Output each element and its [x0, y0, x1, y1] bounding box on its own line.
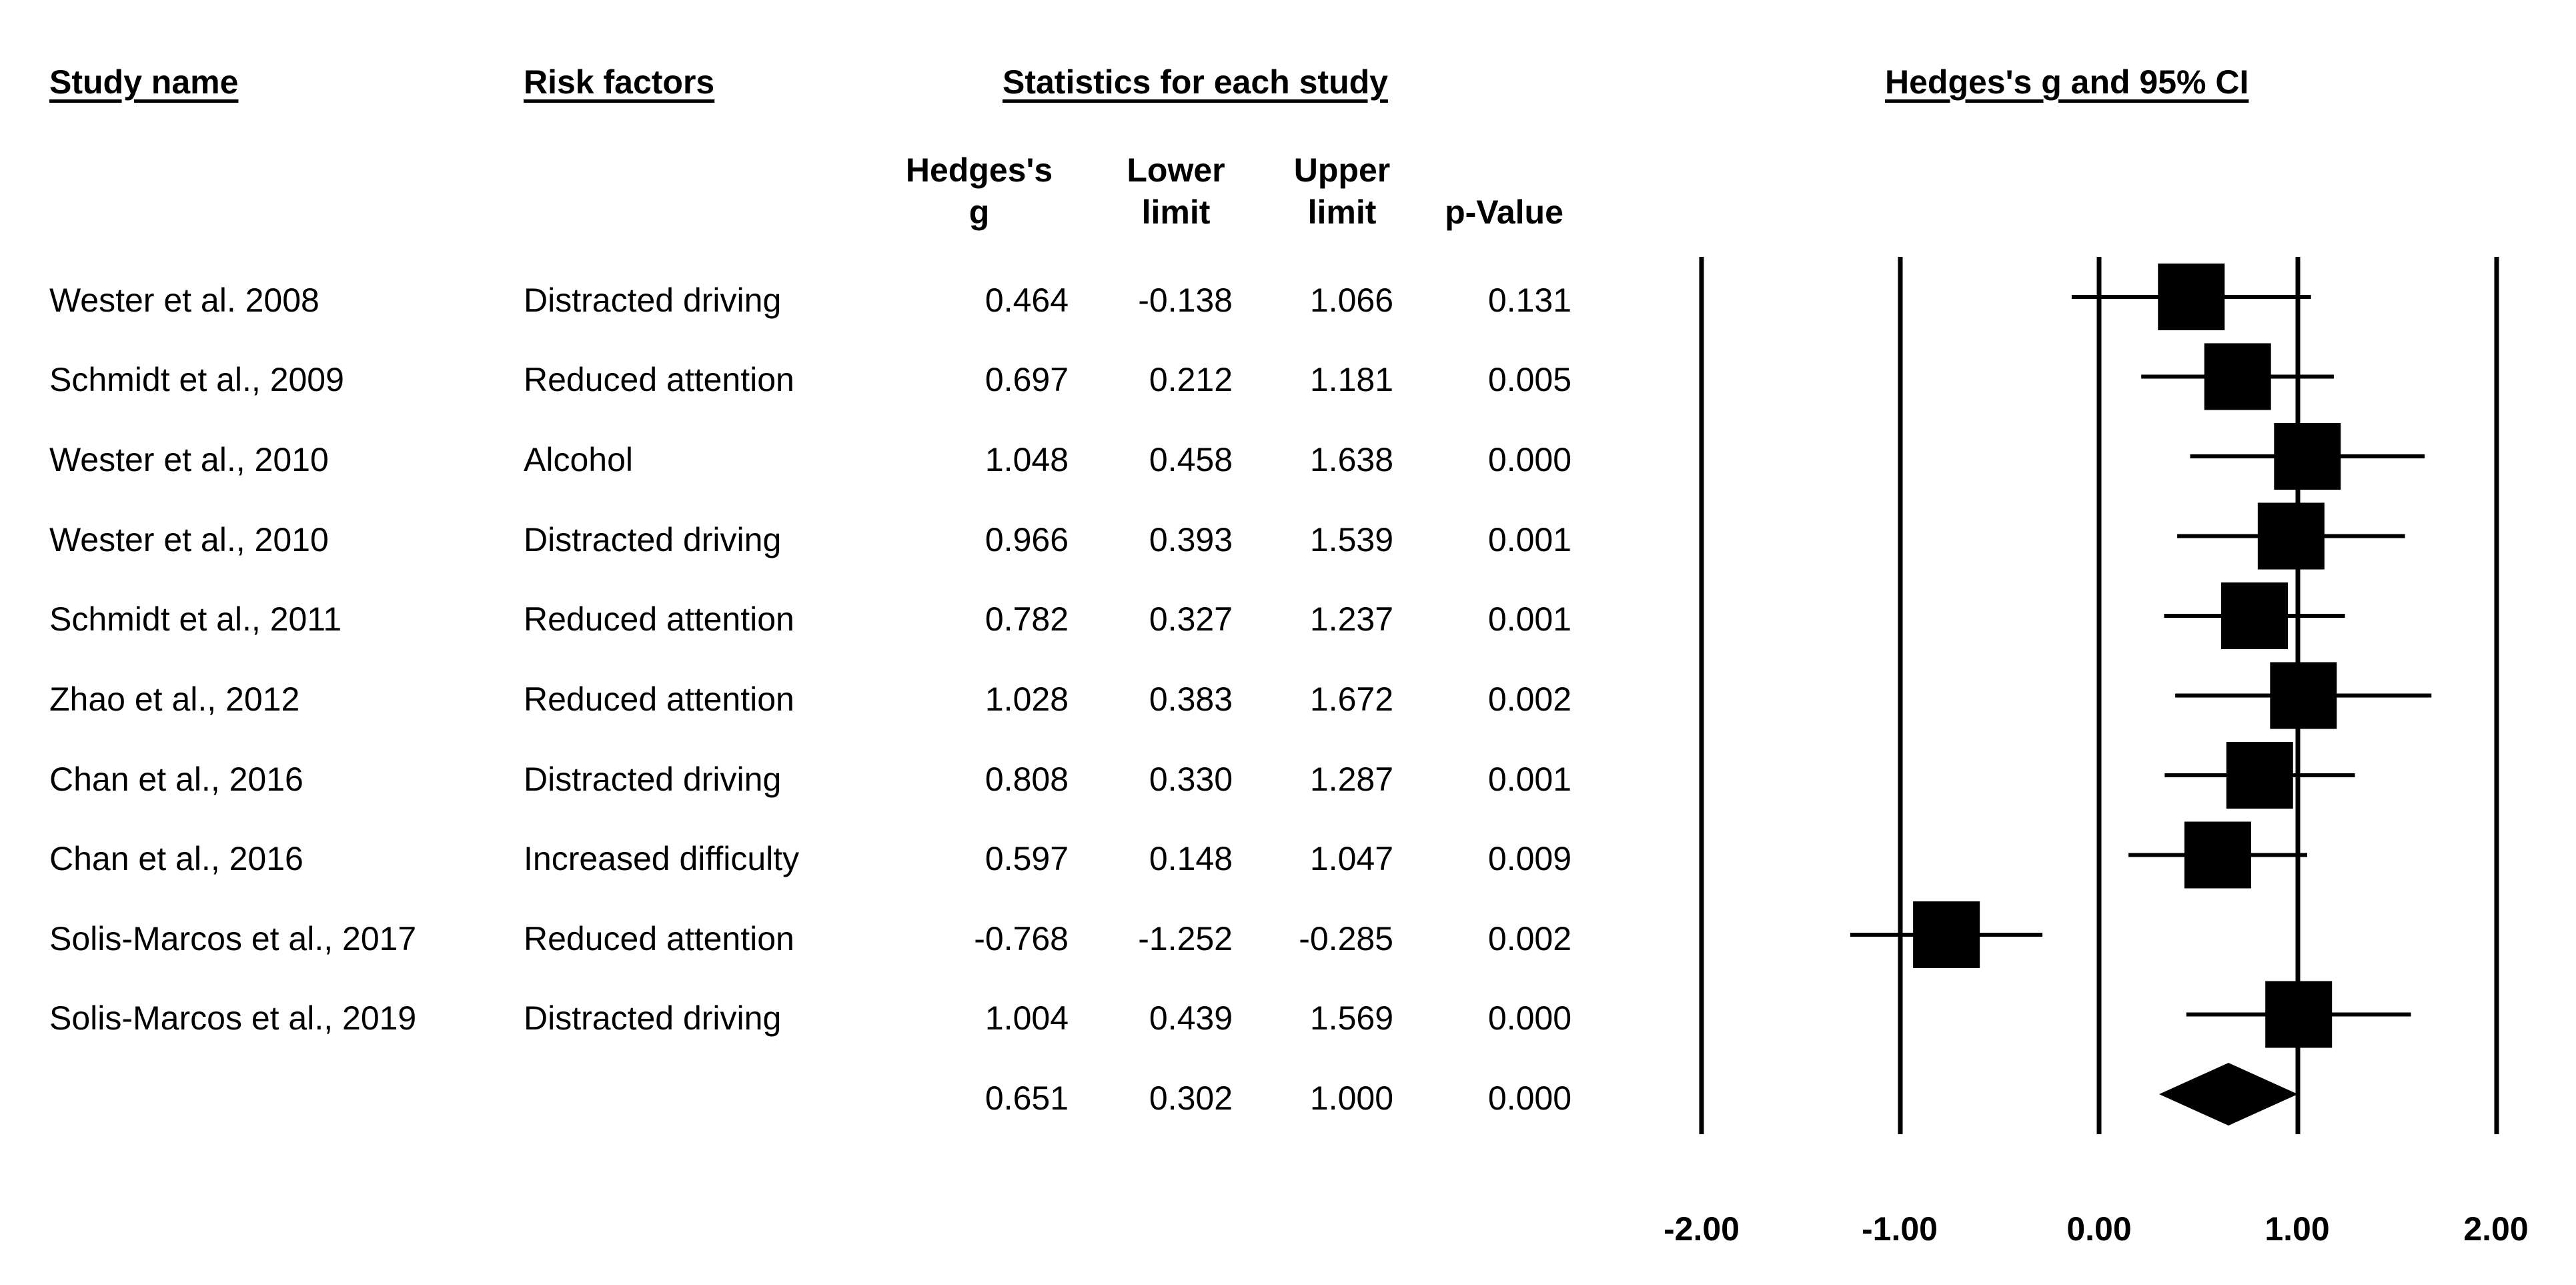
lower-limit-cell: 0.383 — [1149, 681, 1233, 718]
study-name-cell: Schmidt et al., 2009 — [49, 361, 344, 398]
study-name-cell: Wester et al., 2010 — [49, 441, 329, 478]
risk-factor-cell: Reduced attention — [524, 600, 794, 638]
hedges-g-cell: -0.768 — [974, 920, 1069, 957]
lower-limit-cell: 0.330 — [1149, 761, 1233, 798]
upper-limit-cell: 1.181 — [1309, 361, 1393, 398]
point-estimate-marker — [2257, 502, 2325, 570]
p-value-cell: 0.001 — [1487, 761, 1571, 798]
lower-limit-cell: 0.393 — [1149, 521, 1233, 558]
summary-diamond — [2158, 1063, 2298, 1126]
upper-limit-cell: 1.539 — [1309, 521, 1393, 558]
column-header-lower-line2: limit — [1141, 193, 1211, 231]
risk-factor-cell: Reduced attention — [524, 920, 794, 957]
header-study-name: Study name — [49, 63, 239, 101]
upper-limit-cell: 1.569 — [1309, 999, 1393, 1037]
header-risk-factors: Risk factors — [524, 63, 715, 101]
p-value-cell: 0.002 — [1487, 920, 1571, 957]
x-tick-label: -2.00 — [1664, 1210, 1740, 1248]
column-header-hedges-g-line2: g — [969, 193, 990, 231]
hedges-g-cell: 1.028 — [985, 681, 1069, 718]
x-tick-label: -1.00 — [1862, 1210, 1938, 1248]
hedges-g-cell: 0.597 — [985, 840, 1069, 877]
upper-limit-cell: 1.638 — [1309, 441, 1393, 478]
hedges-g-cell: 0.808 — [985, 761, 1069, 798]
summary-hedges-g-cell: 0.651 — [985, 1080, 1069, 1117]
x-tick-label: 2.00 — [2463, 1210, 2529, 1248]
lower-limit-cell: 0.439 — [1149, 999, 1233, 1037]
x-tick-label: 0.00 — [2066, 1210, 2132, 1248]
summary-lower-limit-cell: 0.302 — [1149, 1080, 1233, 1117]
p-value-cell: 0.001 — [1487, 600, 1571, 638]
point-estimate-marker — [2221, 582, 2289, 649]
point-estimate-marker — [2270, 662, 2337, 729]
x-tick-label: 1.00 — [2265, 1210, 2330, 1248]
hedges-g-cell: 1.004 — [985, 999, 1069, 1037]
upper-limit-cell: 1.287 — [1309, 761, 1393, 798]
risk-factor-cell: Distracted driving — [524, 521, 782, 558]
point-estimate-marker — [2274, 423, 2341, 490]
p-value-cell: 0.002 — [1487, 681, 1571, 718]
column-header-upper-limit: Upper limit — [1294, 149, 1390, 233]
column-header-lower-limit: Lower limit — [1127, 149, 1225, 233]
hedges-g-cell: 0.464 — [985, 282, 1069, 319]
point-estimate-marker — [1913, 901, 1980, 968]
upper-limit-cell: 1.672 — [1309, 681, 1393, 718]
upper-limit-cell: 1.066 — [1309, 282, 1393, 319]
summary-p-value-cell: 0.000 — [1487, 1080, 1571, 1117]
lower-limit-cell: -1.252 — [1138, 920, 1233, 957]
study-name-cell: Schmidt et al., 2011 — [49, 600, 342, 638]
study-name-cell: Wester et al. 2008 — [49, 282, 319, 319]
upper-limit-cell: 1.047 — [1309, 840, 1393, 877]
lower-limit-cell: 0.148 — [1149, 840, 1233, 877]
header-plot-title: Hedges's g and 95% CI — [1885, 63, 2249, 101]
risk-factor-cell: Distracted driving — [524, 761, 782, 798]
study-name-cell: Zhao et al., 2012 — [49, 681, 300, 718]
lower-limit-cell: 0.327 — [1149, 600, 1233, 638]
lower-limit-cell: 0.458 — [1149, 441, 1233, 478]
p-value-cell: 0.131 — [1487, 282, 1571, 319]
risk-factor-cell: Distracted driving — [524, 999, 782, 1037]
point-estimate-marker — [2265, 981, 2333, 1048]
point-estimate-marker — [2226, 742, 2293, 809]
study-name-cell: Chan et al., 2016 — [49, 761, 303, 798]
risk-factor-cell: Increased difficulty — [524, 840, 800, 877]
column-header-lower-line1: Lower — [1127, 151, 1225, 189]
upper-limit-cell: -0.285 — [1299, 920, 1393, 957]
risk-factor-cell: Distracted driving — [524, 282, 782, 319]
point-estimate-marker — [2184, 821, 2251, 889]
p-value-cell: 0.009 — [1487, 840, 1571, 877]
hedges-g-cell: 0.966 — [985, 521, 1069, 558]
hedges-g-cell: 0.782 — [985, 600, 1069, 638]
lower-limit-cell: 0.212 — [1149, 361, 1233, 398]
study-name-cell: Solis-Marcos et al., 2017 — [49, 920, 417, 957]
p-value-cell: 0.001 — [1487, 521, 1571, 558]
risk-factor-cell: Reduced attention — [524, 681, 794, 718]
study-name-cell: Chan et al., 2016 — [49, 840, 303, 877]
header-statistics: Statistics for each study — [1003, 63, 1388, 101]
p-value-cell: 0.000 — [1487, 999, 1571, 1037]
column-header-upper-line1: Upper — [1293, 151, 1391, 189]
study-name-cell: Solis-Marcos et al., 2019 — [49, 999, 417, 1037]
column-header-p-value: p-Value — [1445, 193, 1563, 231]
hedges-g-cell: 1.048 — [985, 441, 1069, 478]
column-header-hedges-g: Hedges's g — [906, 149, 1053, 233]
study-name-cell: Wester et al., 2010 — [49, 521, 329, 558]
column-header-hedges-g-line1: Hedges's — [905, 151, 1053, 189]
lower-limit-cell: -0.138 — [1138, 282, 1233, 319]
upper-limit-cell: 1.237 — [1309, 600, 1393, 638]
point-estimate-marker — [2204, 343, 2271, 410]
column-header-upper-line2: limit — [1307, 193, 1377, 231]
hedges-g-cell: 0.697 — [985, 361, 1069, 398]
p-value-cell: 0.005 — [1487, 361, 1571, 398]
p-value-cell: 0.000 — [1487, 441, 1571, 478]
risk-factor-cell: Alcohol — [524, 441, 633, 478]
point-estimate-marker — [2158, 264, 2225, 330]
summary-upper-limit-cell: 1.000 — [1309, 1080, 1393, 1117]
risk-factor-cell: Reduced attention — [524, 361, 794, 398]
